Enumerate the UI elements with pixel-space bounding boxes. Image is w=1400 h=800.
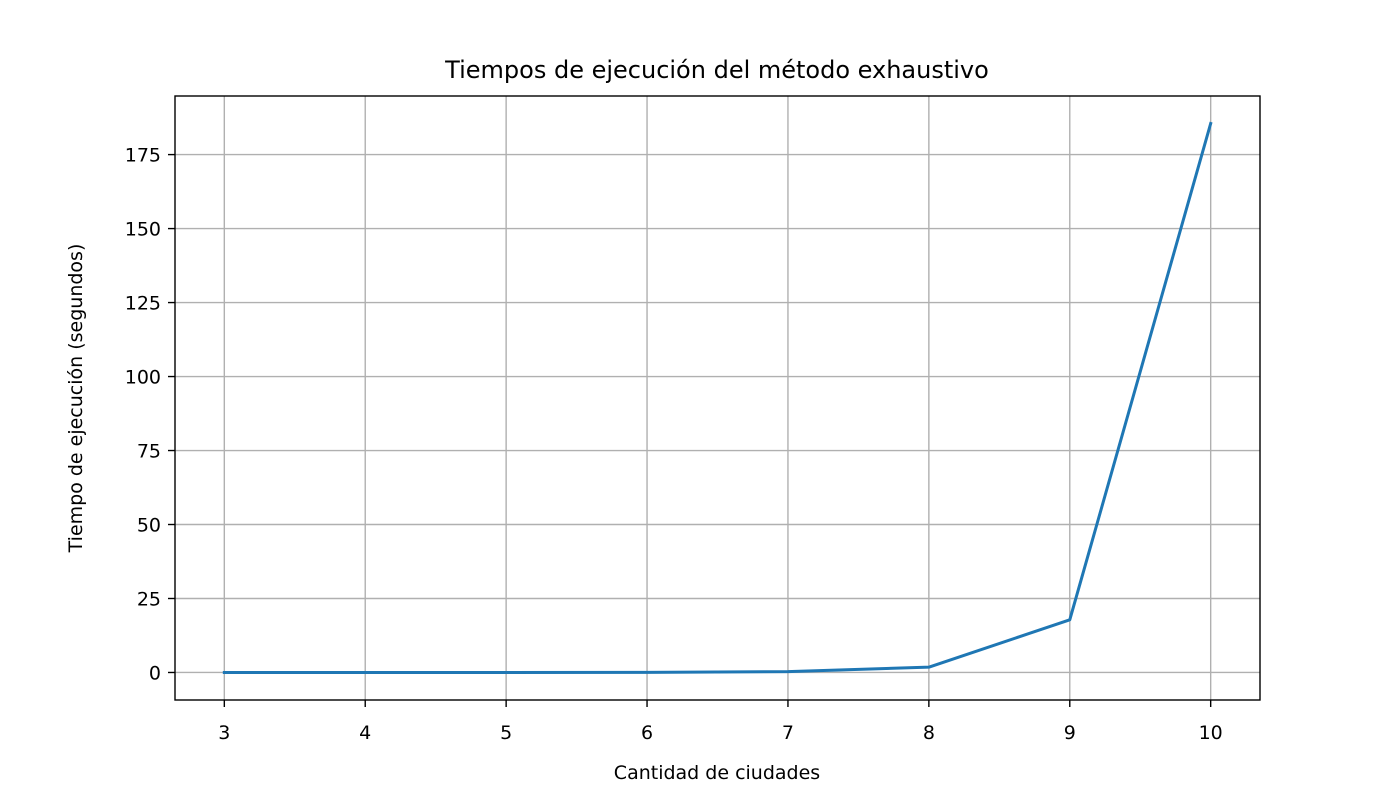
y-axis-ticks: 0 25 50 75 100 125 150 175: [125, 145, 175, 684]
x-tick-label: 5: [500, 722, 512, 744]
data-point: [505, 671, 508, 674]
y-tick-label: 0: [149, 662, 161, 684]
y-tick-label: 50: [137, 515, 161, 537]
x-tick-label: 4: [359, 722, 371, 744]
data-point: [1068, 618, 1071, 621]
data-point: [646, 671, 649, 674]
series-line: [222, 121, 1213, 674]
data-point: [223, 671, 226, 674]
y-tick-label: 75: [137, 441, 161, 463]
y-tick-label: 25: [137, 588, 161, 610]
y-tick-label: 125: [125, 293, 161, 315]
data-point: [786, 670, 789, 673]
data-point: [364, 671, 367, 674]
chart-title: Tiempos de ejecución del método exhausti…: [444, 56, 989, 84]
y-tick-label: 150: [125, 219, 161, 241]
x-tick-label: 6: [641, 722, 653, 744]
x-tick-label: 9: [1064, 722, 1076, 744]
x-axis-label: Cantidad de ciudades: [614, 762, 820, 784]
y-tick-label: 100: [125, 367, 161, 389]
x-tick-label: 10: [1199, 722, 1223, 744]
x-tick-label: 7: [782, 722, 794, 744]
grid-lines: [175, 96, 1260, 700]
data-point: [1209, 122, 1212, 125]
x-tick-label: 3: [218, 722, 230, 744]
y-tick-label: 175: [125, 145, 161, 167]
data-point: [927, 666, 930, 669]
y-axis-label: Tiempo de ejecución (segundos): [65, 244, 87, 554]
x-axis-ticks: 3 4 5 6 7 8 9 10: [218, 700, 1223, 744]
plot-area-frame: [174, 95, 1261, 701]
x-tick-label: 8: [923, 722, 935, 744]
series-layer: [222, 121, 1213, 674]
